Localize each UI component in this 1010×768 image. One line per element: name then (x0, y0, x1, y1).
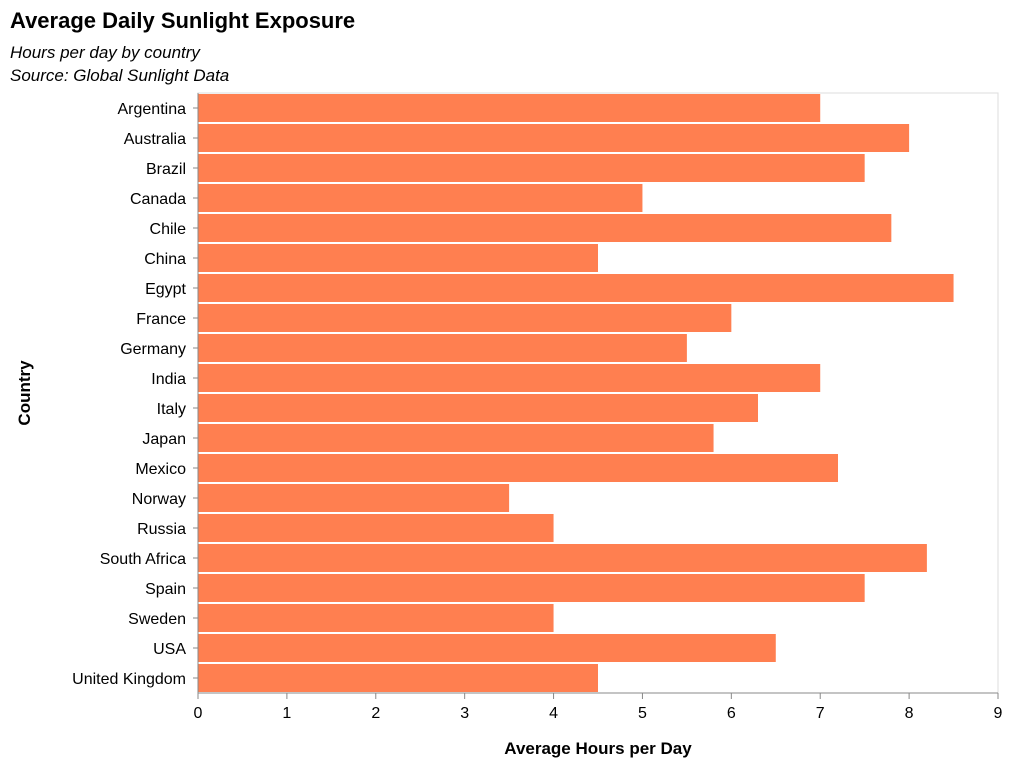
y-tick-label-germany: Germany (120, 341, 186, 358)
chart-title: Average Daily Sunlight Exposure (10, 8, 355, 33)
y-tick-label-russia: Russia (137, 521, 186, 538)
y-tick-label-australia: Australia (124, 131, 186, 148)
bar-usa (198, 634, 776, 662)
x-tick-label-9: 9 (994, 705, 1003, 722)
bar-russia (198, 514, 554, 542)
x-tick-label-6: 6 (727, 705, 736, 722)
y-tick-label-united-kingdom: United Kingdom (72, 671, 186, 688)
x-axis-title: Average Hours per Day (504, 739, 692, 758)
y-tick-label-spain: Spain (145, 581, 186, 598)
bar-norway (198, 484, 510, 512)
bar-china (198, 244, 598, 272)
y-tick-label-mexico: Mexico (135, 461, 186, 478)
bar-italy (198, 394, 758, 422)
y-tick-label-sweden: Sweden (128, 611, 186, 628)
x-tick-label-1: 1 (282, 705, 291, 722)
x-tick-label-0: 0 (194, 705, 203, 722)
bar-mexico (198, 454, 838, 482)
x-tick-label-5: 5 (638, 705, 647, 722)
x-tick-label-8: 8 (905, 705, 914, 722)
bar-argentina (198, 94, 821, 122)
y-axis: Argentina Australia Brazil Canada Chile China… (72, 93, 199, 693)
y-tick-label-norway: Norway (132, 491, 186, 508)
y-tick-label-india: India (151, 371, 186, 388)
bar-australia (198, 124, 910, 152)
y-tick-label-italy: Italy (157, 401, 186, 418)
bar-japan (198, 424, 714, 452)
x-tick-label-7: 7 (816, 705, 825, 722)
bar-spain (198, 574, 865, 602)
chart-subtitle-line-2: Source: Global Sunlight Data (10, 66, 229, 85)
y-tick-label-china: China (144, 251, 186, 268)
bar-chile (198, 214, 892, 242)
y-tick-label-canada: Canada (130, 191, 186, 208)
bar-united-kingdom (198, 664, 598, 692)
y-tick-label-brazil: Brazil (146, 161, 186, 178)
bars (198, 94, 954, 692)
bar-egypt (198, 274, 954, 302)
x-tick-label-3: 3 (460, 705, 469, 722)
y-tick-label-japan: Japan (142, 431, 186, 448)
y-tick-label-france: France (136, 311, 186, 328)
x-axis: 0 1 2 3 4 5 6 7 8 9 (194, 692, 1003, 722)
plot-frame (197, 92, 999, 694)
bar-sweden (198, 604, 554, 632)
bar-india (198, 364, 821, 392)
y-axis-title: Country (15, 360, 34, 426)
x-tick-label-4: 4 (549, 705, 558, 722)
y-tick-label-egypt: Egypt (145, 281, 186, 298)
x-tick-label-2: 2 (371, 705, 380, 722)
y-tick-label-usa: USA (153, 641, 186, 658)
y-tick-label-south-africa: South Africa (100, 551, 186, 568)
bar-france (198, 304, 732, 332)
y-tick-label-chile: Chile (150, 221, 187, 238)
bar-brazil (198, 154, 865, 182)
bar-germany (198, 334, 687, 362)
plot-area: Argentina Australia Brazil Canada Chile China… (72, 92, 1003, 722)
chart-subtitle-line-1: Hours per day by country (10, 43, 201, 62)
bar-south-africa (198, 544, 927, 572)
bar-canada (198, 184, 643, 212)
y-tick-label-argentina: Argentina (118, 101, 187, 118)
